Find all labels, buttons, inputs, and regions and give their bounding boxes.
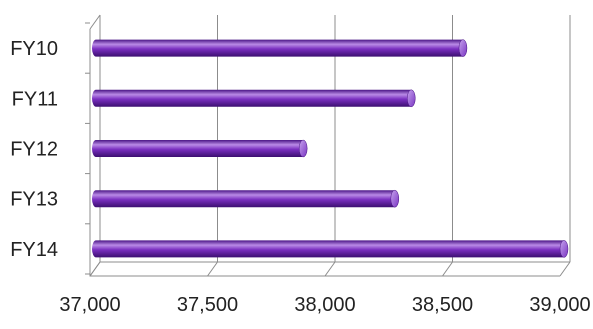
x-tick-labels: 37,000 37,500 38,000 38,500 39,000 (59, 294, 590, 316)
x-tick-label-4: 39,000 (529, 294, 590, 316)
bar-cap (559, 240, 569, 258)
bar-body (92, 140, 308, 157)
bar-FY11 (92, 89, 416, 108)
bar-cap (298, 139, 308, 158)
bar-FY13 (92, 189, 400, 208)
bars (92, 39, 569, 258)
top-depth-edge (89, 14, 101, 30)
bar-cap (390, 189, 400, 208)
bar-cap (407, 89, 416, 108)
floor-line-4 (559, 261, 571, 277)
x-tick-label-3: 38,500 (412, 294, 473, 316)
bar-cap (458, 39, 468, 57)
category-label-FY13: FY13 (10, 189, 58, 211)
floor-line-3 (442, 261, 453, 277)
bar-FY10 (92, 39, 468, 57)
bottom-depth-edge (89, 261, 101, 277)
bar-body (92, 89, 416, 107)
category-labels: FY10 FY11 FY12 FY13 FY14 (10, 38, 58, 261)
bar-body (92, 190, 399, 208)
bar-FY12 (92, 139, 308, 158)
floor-line-2 (324, 261, 336, 277)
category-label-FY11: FY11 (12, 88, 58, 110)
floor-line-1 (207, 261, 218, 277)
category-label-FY10: FY10 (10, 38, 58, 60)
x-tick-label-2: 38,000 (294, 294, 355, 316)
x-tick-label-0: 37,000 (59, 294, 120, 316)
bar-body (92, 240, 568, 258)
x-tick-label-1: 37,500 (177, 294, 238, 316)
bar-FY14 (92, 240, 569, 258)
bar-body (92, 39, 467, 57)
category-label-FY14: FY14 (10, 239, 58, 261)
category-label-FY12: FY12 (10, 139, 58, 161)
